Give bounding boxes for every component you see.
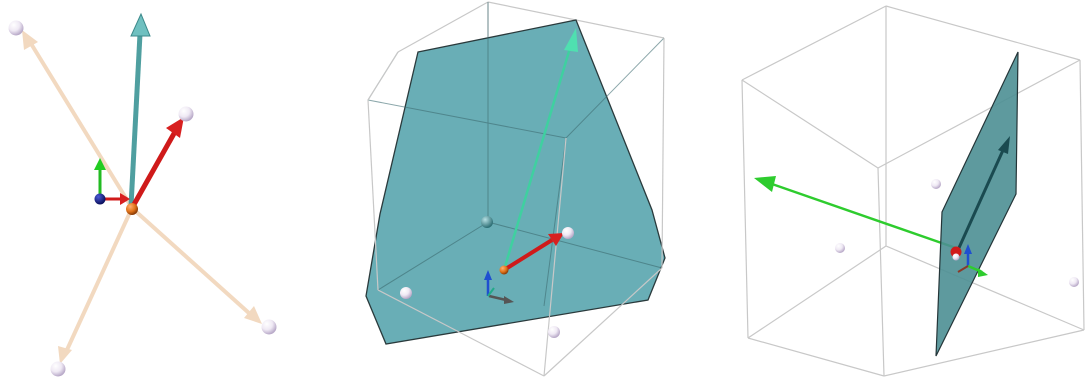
pale-vector-lower-right (130, 206, 262, 324)
sample-point-behind-plane (481, 216, 493, 228)
sample-point (548, 326, 560, 338)
bounding-box-front (367, 37, 665, 377)
normal-vector (502, 28, 578, 271)
sample-point-near-origin (952, 253, 960, 261)
axis-triad (484, 270, 514, 304)
green-vector (754, 176, 957, 250)
pale-vector-upper-left (22, 30, 134, 210)
sample-point (931, 179, 941, 189)
sample-point (562, 227, 574, 239)
pale-vector-lower-left (58, 207, 134, 364)
sample-point (1069, 277, 1079, 287)
axis-triad (957, 244, 988, 277)
sample-point (261, 319, 277, 335)
sample-point (178, 106, 194, 122)
sample-point (8, 20, 24, 36)
origin-point (126, 203, 138, 215)
panel-plane-in-box (365, 1, 666, 377)
teal-vector (128, 12, 151, 207)
red-vector (129, 117, 184, 210)
sample-point (835, 243, 845, 253)
axis-triad (94, 158, 130, 205)
plane (935, 51, 1019, 357)
panel-vectors-only (8, 12, 277, 377)
sample-point (50, 361, 66, 377)
bounding-box-front (741, 59, 1085, 377)
panel-plane-edge-on (741, 5, 1085, 377)
origin-marker (94, 193, 106, 205)
plane-normal-vector (956, 136, 1010, 251)
bounding-box-back (741, 5, 1085, 339)
red-vector (502, 233, 564, 272)
sample-point (400, 287, 412, 299)
origin-point (499, 265, 509, 275)
origin-point (950, 246, 962, 258)
